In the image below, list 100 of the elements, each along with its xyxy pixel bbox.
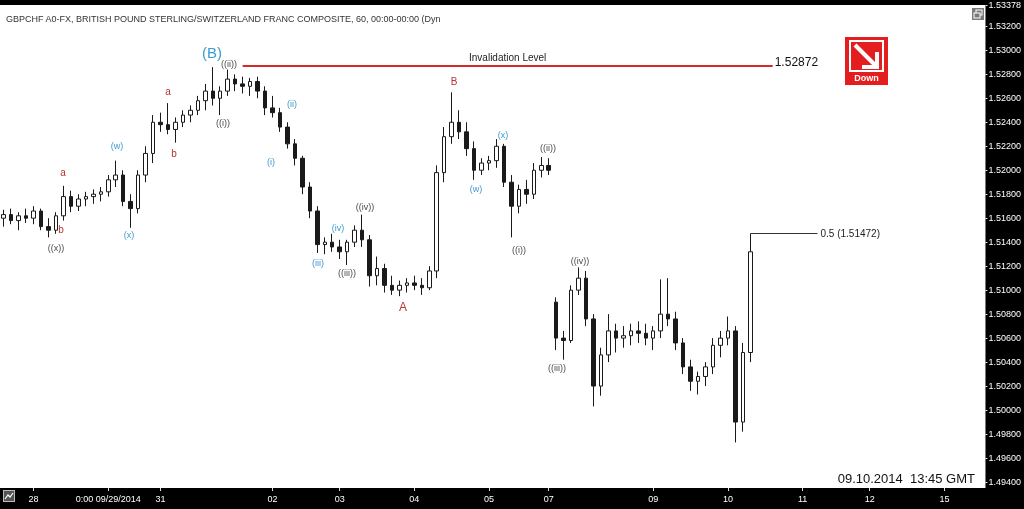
- ref-line-label: 0.5 (1.51472): [820, 228, 880, 240]
- candlestick: [196, 95, 200, 116]
- candlestick: [76, 193, 81, 212]
- candlestick: [263, 85, 267, 116]
- y-tick-label: 1.52600: [988, 93, 1022, 104]
- candlestick: [449, 91, 454, 145]
- annotation: ((iv)): [570, 256, 590, 266]
- ref-line-label: Invalidation Level: [469, 52, 547, 64]
- candlestick: [412, 275, 417, 291]
- candlestick: [293, 138, 297, 166]
- candlestick: [703, 361, 708, 387]
- candlestick: [494, 138, 499, 169]
- candlestick: [651, 325, 655, 351]
- y-tick-label: 1.51000: [988, 285, 1022, 296]
- candlestick: [405, 277, 409, 294]
- candlestick: [106, 174, 111, 198]
- candlestick: [599, 347, 603, 397]
- y-tick-label: 1.50200: [988, 381, 1022, 392]
- candlestick: [315, 205, 320, 254]
- annotation: (B): [202, 43, 222, 61]
- candlestick: [741, 342, 745, 433]
- annotation: (iii): [312, 258, 324, 268]
- y-tick-label: 1.50800: [988, 309, 1022, 320]
- candlestick: [181, 109, 185, 128]
- y-tick-label: 1.51800: [988, 189, 1022, 200]
- candlestick: [584, 270, 588, 327]
- candlestick: [561, 330, 566, 361]
- candlestick: [397, 280, 402, 297]
- annotation: ((iii)): [548, 363, 566, 373]
- candlestick: [472, 140, 476, 181]
- candlestick: [696, 371, 700, 395]
- candlestick: [688, 359, 693, 392]
- annotation: (x): [497, 130, 509, 140]
- candlestick: [644, 323, 648, 346]
- x-tick-label: 09: [648, 493, 659, 504]
- candlestick: [517, 184, 521, 214]
- candlestick: [420, 277, 424, 296]
- candlestick: [427, 265, 432, 291]
- annotation: (i): [267, 157, 275, 167]
- annotation: (x): [123, 230, 135, 240]
- candlestick: [270, 95, 275, 118]
- candlestick: [367, 234, 372, 288]
- y-tick-label: 1.51400: [988, 237, 1022, 248]
- candlestick: [128, 193, 133, 229]
- candlestick: [337, 239, 342, 260]
- candlestick: [308, 181, 312, 219]
- annotation: ((ii)): [221, 59, 237, 69]
- candlestick: [509, 174, 514, 238]
- candlestick: [442, 126, 446, 183]
- y-tick-label: 1.49400: [988, 477, 1022, 487]
- y-tick-label: 1.49600: [988, 453, 1022, 464]
- annotation: ((iv)): [355, 202, 375, 212]
- candlestick: [233, 73, 237, 92]
- candlestick: [606, 313, 611, 363]
- candlestick: [524, 179, 529, 205]
- candlestick: [300, 155, 305, 195]
- annotation: B: [450, 75, 458, 87]
- candlestick: [69, 190, 73, 213]
- candlestick: [91, 188, 96, 205]
- annotation: b: [58, 223, 65, 235]
- candlestick: [278, 107, 282, 133]
- candlestick: [457, 109, 461, 140]
- candlestick: [46, 217, 51, 238]
- candlestick: [382, 263, 387, 294]
- y-tick-label: 1.52000: [988, 165, 1022, 176]
- y-tick-label: 1.50400: [988, 357, 1022, 368]
- candlestick: [673, 311, 678, 351]
- annotation: 09.10.2014 13:45 GMT: [837, 470, 976, 486]
- candlestick: [285, 121, 290, 150]
- x-tick-label: 0:00 09/29/2014: [75, 493, 141, 504]
- x-tick-label: 15: [939, 493, 950, 504]
- candlestick: [636, 320, 641, 344]
- candlestick: [16, 211, 21, 231]
- candlestick: [188, 104, 193, 123]
- candlestick: [84, 191, 88, 207]
- x-tick-label: 04: [409, 493, 420, 504]
- annotation: (w): [110, 141, 124, 151]
- annotation: (ii): [287, 99, 297, 109]
- y-tick-label: 1.53200: [988, 21, 1022, 32]
- candlestick: [658, 278, 663, 339]
- x-tick-label: 31: [155, 493, 166, 504]
- candlestick: [554, 296, 558, 351]
- x-tick-label: 10: [722, 493, 733, 504]
- candlestick: [136, 169, 140, 214]
- candlestick: [487, 155, 491, 171]
- x-tick-label: 28: [28, 493, 39, 504]
- text: GBPCHF A0-FX, BRITISH POUND STERLING/SWITZERLAND FRANC COMPOSITE, 60, 00:00-00:00 (Dyn: [6, 13, 441, 24]
- candlestick: [203, 83, 208, 111]
- candlestick: [576, 266, 581, 296]
- candlestick: [61, 185, 66, 222]
- candlestick: [9, 208, 13, 225]
- y-tick-label: 1.50000: [988, 405, 1022, 416]
- candlestick: [711, 337, 715, 375]
- candlestick: [158, 112, 163, 133]
- candlestick: [748, 233, 753, 363]
- candlestick: [39, 208, 43, 231]
- arrow-button: Down: [845, 37, 888, 85]
- candlestick: [225, 69, 230, 97]
- y-tick-label: 1.52200: [988, 141, 1022, 152]
- candlestick: [502, 143, 506, 188]
